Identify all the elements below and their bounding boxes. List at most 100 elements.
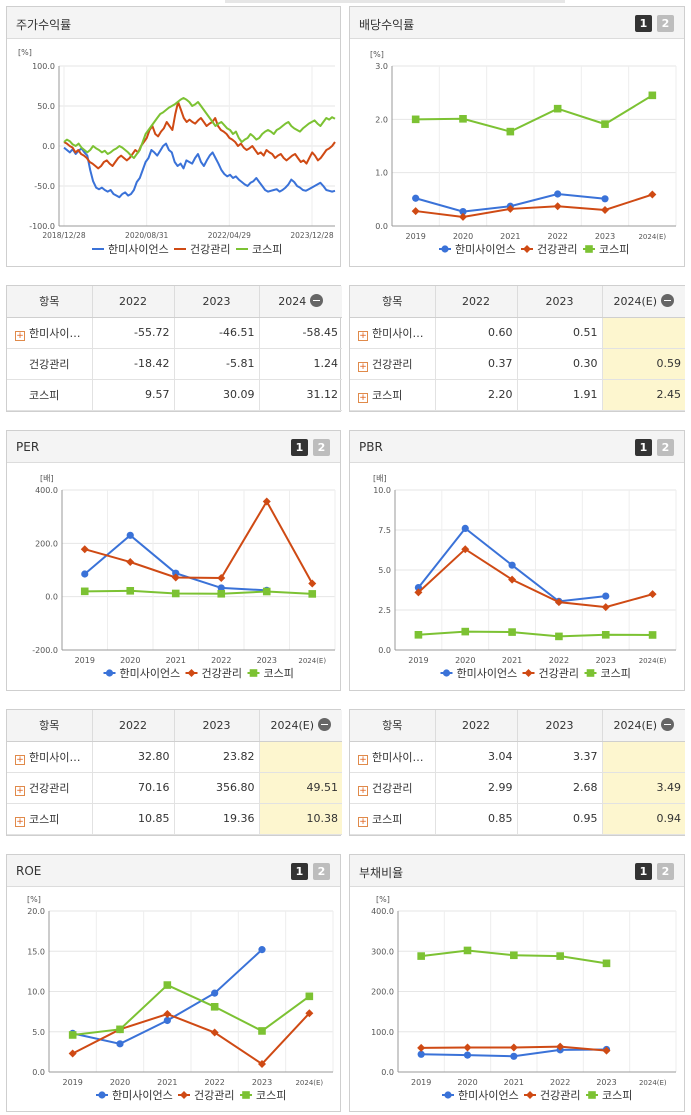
collapse-minus-icon[interactable] [310, 294, 324, 308]
data-point-0-4 [258, 946, 266, 954]
table-header-label: 2023 [545, 718, 574, 732]
row-name-cell: + 한미사이… [7, 741, 93, 773]
series-line-1 [415, 193, 653, 218]
table-header-label: 2022 [119, 718, 147, 732]
expand-plus-icon[interactable]: + [15, 330, 25, 341]
pager: 1 2 [291, 439, 330, 456]
row-name-cell: 건강관리 [7, 348, 93, 380]
data-point-2-2 [508, 628, 516, 636]
table-header-cell: 2024(E) [259, 710, 342, 742]
expand-plus-icon[interactable]: + [358, 785, 368, 796]
y-tick-label: 10.0 [373, 486, 391, 495]
dividend-yield-table: 항목 2022 2023 2024(E) + 한미사이… 0.60 0.51 + 건강관리 0.37… [350, 286, 685, 411]
panel-title: 배당수익률 [359, 18, 415, 32]
page-1-button[interactable]: 1 [635, 15, 652, 32]
expand-plus-icon[interactable]: + [358, 361, 368, 372]
data-point-1-3 [554, 598, 563, 607]
data-point-2-0 [80, 587, 89, 596]
data-point-2-0 [411, 115, 420, 124]
data-point-0-1 [116, 1040, 124, 1048]
expand-plus-icon[interactable]: + [358, 392, 368, 403]
table-row: 건강관리 -18.42 -5.81 1.24 [7, 348, 342, 380]
page-2-button[interactable]: 2 [313, 863, 330, 880]
pager: 1 2 [635, 15, 674, 32]
table-row: + 건강관리 0.37 0.30 0.59 [350, 348, 685, 380]
expand-plus-icon[interactable]: + [15, 754, 25, 765]
series-line-1 [417, 547, 653, 609]
panel-title: PBR [359, 440, 383, 454]
data-point-2-3 [555, 632, 563, 641]
x-tick-label: 2024(E) [295, 1079, 323, 1087]
table-header-label: 2024 [278, 295, 307, 309]
page-2-button[interactable]: 2 [657, 439, 674, 456]
page-2-button[interactable]: 2 [313, 439, 330, 456]
x-tick-label: 2021 [166, 656, 186, 665]
pager: 1 2 [291, 863, 330, 880]
table-cell: 2.99 [435, 772, 518, 804]
page-2-button[interactable]: 2 [657, 15, 674, 32]
data-point-1-0 [417, 1043, 426, 1052]
data-point-2-2 [171, 589, 180, 598]
table-header-row: 항목 2022 2023 2024(E) [350, 710, 685, 742]
series-line-2 [418, 630, 653, 638]
table-cell: 3.49 [602, 772, 685, 804]
x-tick-label: 2022 [550, 1078, 570, 1087]
legend-marker-0 [105, 669, 114, 677]
series-line-1 [63, 101, 336, 170]
panel-header: 주가수익률 [7, 7, 340, 39]
table-header-label: 2022 [462, 294, 490, 308]
data-point-2-5 [648, 631, 657, 639]
table-cell: 49.51 [259, 772, 342, 804]
page-1-button[interactable]: 1 [635, 863, 652, 880]
table-header-cell: 2022 [92, 286, 175, 318]
page-1-button[interactable]: 1 [291, 439, 308, 456]
collapse-minus-icon[interactable] [661, 294, 675, 308]
pbr-table-wrap: 항목 2022 2023 2024(E) + 한미사이… 3.04 3.37 + 건강관리 2.99… [349, 709, 685, 836]
legend-label: 코스피 [256, 1089, 286, 1102]
data-point-0-0 [412, 194, 420, 202]
table-header-cell: 항목 [7, 710, 93, 742]
expand-plus-icon[interactable]: + [15, 785, 25, 796]
table-header-label: 항목 [39, 295, 60, 309]
table-row: + 한미사이… 3.04 3.37 [350, 741, 685, 773]
data-point-1-5 [648, 190, 657, 199]
data-point-1-5 [308, 579, 317, 588]
data-point-2-4 [258, 1027, 266, 1035]
table-cell: 0.59 [602, 348, 685, 380]
legend-label: 건강관리 [194, 1089, 234, 1102]
table-header-cell: 2024(E) [602, 286, 685, 318]
collapse-minus-icon[interactable] [661, 718, 675, 732]
legend-label: 건강관리 [202, 667, 242, 680]
data-point-1-2 [509, 1043, 518, 1052]
expand-plus-icon[interactable]: + [15, 816, 25, 827]
legend-label: 건강관리 [190, 243, 230, 256]
table-header-cell: 2024(E) [602, 710, 685, 742]
data-point-1-3 [553, 202, 562, 211]
y-tick-label: -50.0 [34, 182, 55, 191]
table-header-row: 항목 2022 2023 2024(E) [350, 286, 685, 318]
panel-title: 주가수익률 [16, 18, 72, 32]
page-1-button[interactable]: 1 [635, 439, 652, 456]
row-name-label: 한미사이… [29, 326, 81, 340]
expand-plus-icon[interactable]: + [358, 330, 368, 341]
series-line-2 [72, 983, 310, 1036]
x-tick-label: 2021 [157, 1078, 177, 1087]
page-2-button[interactable]: 2 [657, 863, 674, 880]
expand-plus-icon[interactable]: + [358, 816, 368, 827]
series-line-2 [415, 94, 653, 133]
x-tick-label: 2021 [504, 1078, 524, 1087]
series-line-1 [72, 1012, 311, 1066]
panel-header: PBR 1 2 [350, 431, 684, 463]
table-header-cell: 2023 [174, 710, 260, 742]
table-header-label: 항목 [39, 719, 60, 733]
collapse-minus-icon[interactable] [318, 718, 332, 732]
debt-ratio-chart: [%] 400.0 300.0 200.0 100.0 0.0 2019 2020 2021 20… [371, 895, 677, 1102]
page-1-button[interactable]: 1 [291, 863, 308, 880]
legend-marker-1 [524, 669, 533, 677]
data-point-2-5 [648, 91, 657, 100]
x-tick-label: 2024(E) [639, 1079, 667, 1087]
expand-plus-icon[interactable]: + [358, 754, 368, 765]
table-row: + 코스피 2.20 1.91 2.45 [350, 379, 685, 411]
y-unit-label: [배] [373, 474, 387, 483]
